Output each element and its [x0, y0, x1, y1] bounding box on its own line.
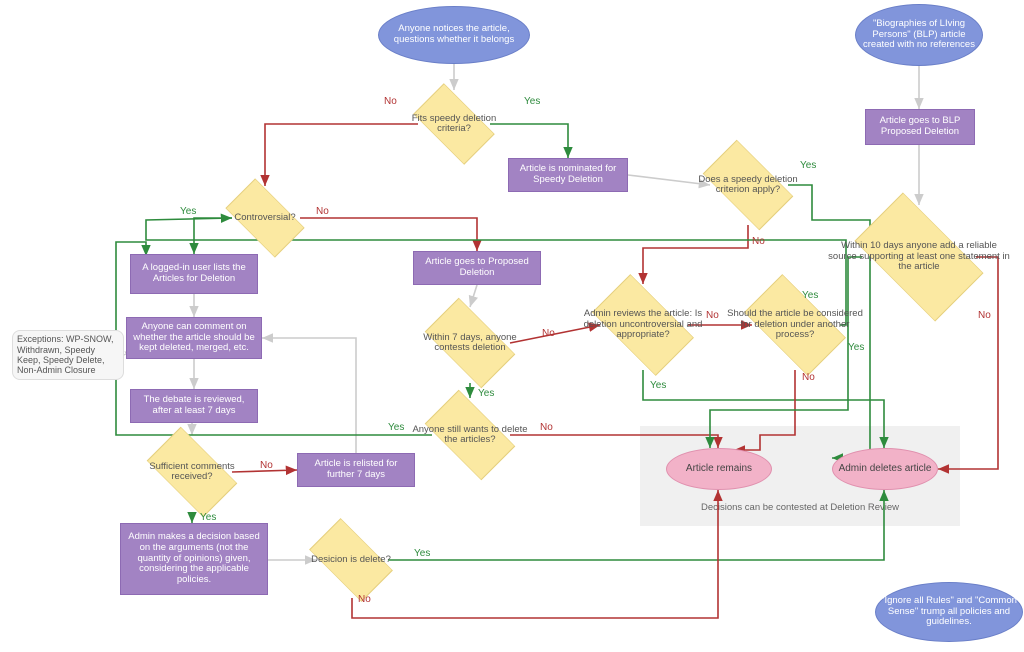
edge — [643, 225, 748, 284]
diamond-d_should: Should the article be considered for del… — [750, 280, 840, 370]
rect-purple-debate: The debate is reviewed, after at least 7… — [130, 389, 258, 423]
rect-purple-comment: Anyone can comment on whether the articl… — [126, 317, 262, 359]
edge-label-yes: Yes — [524, 96, 540, 107]
edge — [388, 490, 884, 560]
ellipse-pink-deletes: Admin deletes article — [832, 448, 938, 490]
diamond-label: Controversial? — [209, 183, 321, 253]
diamond-d_suffic: Sufficient comments received? — [152, 432, 232, 512]
edge-label-yes: Yes — [848, 342, 864, 353]
edge-label-no: No — [260, 460, 273, 471]
rect-purple-relisted: Article is relisted for further 7 days — [297, 453, 415, 487]
edge-label-yes: Yes — [414, 548, 430, 559]
diamond-d_decision: Desicion is delete? — [314, 523, 388, 597]
diamond-label: Desicion is delete? — [292, 523, 410, 597]
ellipse-blue-start2: "Biographies of LIving Persons" (BLP) ar… — [855, 4, 983, 66]
edge-label-yes: Yes — [478, 388, 494, 399]
note-note: Exceptions: WP-SNOW, Withdrawn, Speedy K… — [12, 330, 124, 380]
edge — [265, 124, 418, 186]
edge-label-yes: Yes — [200, 512, 216, 523]
edge-label-no: No — [978, 310, 991, 321]
edge-label-no: No — [358, 594, 371, 605]
ellipse-pink-remains: Article remains — [666, 448, 772, 490]
ellipse-blue-start1: Anyone notices the article, questions wh… — [378, 6, 530, 64]
diamond-label: Does a speedy deletion criterion apply? — [684, 145, 812, 225]
diamond-d_within7: Within 7 days, anyone contests deletion — [430, 303, 510, 383]
edge-label-no: No — [384, 96, 397, 107]
diamond-d_admin_rev: Admin reviews the article: Is deletion u… — [598, 280, 688, 370]
rect-purple-blp_prop: Article goes to BLP Proposed Deletion — [865, 109, 975, 145]
diamond-label: Admin reviews the article: Is deletion u… — [571, 280, 715, 370]
edge-label-no: No — [752, 236, 765, 247]
ellipse-blue-ignore: "Ignore all Rules" and "Common Sense" tr… — [875, 582, 1023, 642]
edge-label-yes: Yes — [388, 422, 404, 433]
rect-purple-logged_user: A logged-in user lists the Articles for … — [130, 254, 258, 294]
edge-label-no: No — [540, 422, 553, 433]
edge-label-yes: Yes — [802, 290, 818, 301]
diamond-label: Fits speedy deletion criteria? — [396, 88, 511, 160]
edge-label-no: No — [706, 310, 719, 321]
edge-label-yes: Yes — [180, 206, 196, 217]
rect-purple-goes_proposed: Article goes to Proposed Deletion — [413, 251, 541, 285]
diamond-d_speedy: Fits speedy deletion criteria? — [418, 88, 490, 160]
rect-purple-nom_speedy: Article is nominated for Speedy Deletion — [508, 158, 628, 192]
edge-label-no: No — [802, 372, 815, 383]
diamond-label: Anyone still wants to delete the article… — [406, 395, 534, 475]
edge-label-yes: Yes — [650, 380, 666, 391]
diamond-label: Sufficient comments received? — [128, 432, 256, 512]
rect-purple-admin_decision: Admin makes a decision based on the argu… — [120, 523, 268, 595]
diamond-d_controv: Controversial? — [230, 183, 300, 253]
diamond-label: Within 10 days anyone add a reliable sou… — [828, 200, 1010, 314]
edge — [510, 435, 718, 448]
diamond-label: Within 7 days, anyone contests deletion — [406, 303, 534, 383]
diamond-d_within10: Within 10 days anyone add a reliable sou… — [862, 200, 976, 314]
edge-label-no: No — [542, 328, 555, 339]
edge-label-yes: Yes — [800, 160, 816, 171]
edge — [300, 218, 477, 251]
edge-label-no: No — [316, 206, 329, 217]
diamond-d_still: Anyone still wants to delete the article… — [430, 395, 510, 475]
diamond-d_criterion: Does a speedy deletion criterion apply? — [708, 145, 788, 225]
